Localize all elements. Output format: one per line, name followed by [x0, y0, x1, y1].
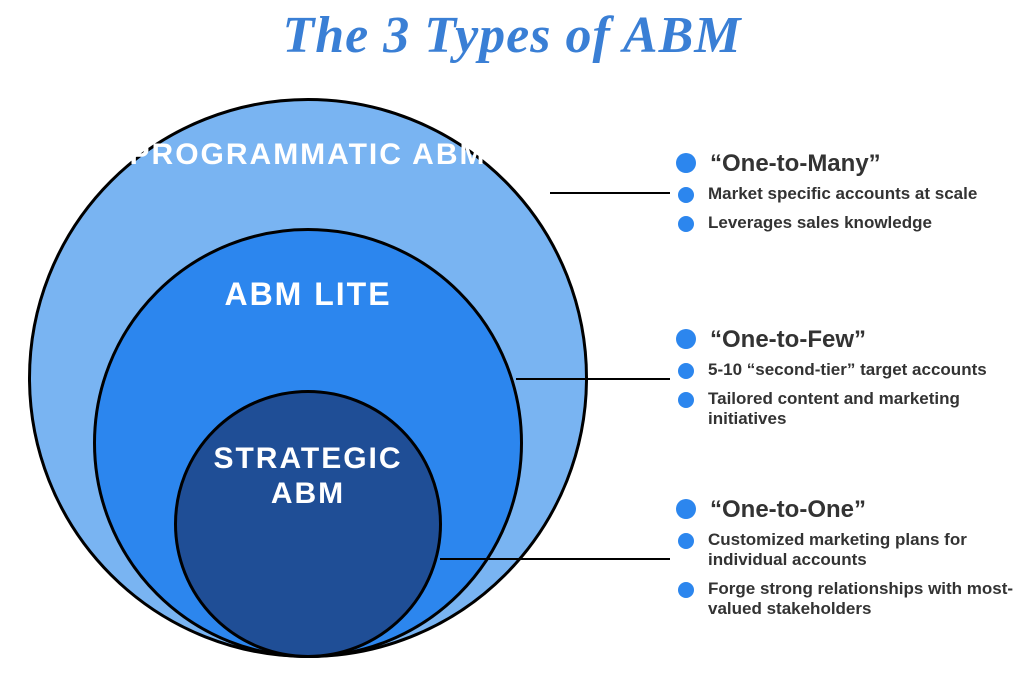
bullet-dot-icon [678, 187, 694, 203]
leader-line-outer [550, 192, 670, 194]
bullet-dot-icon [676, 153, 696, 173]
callout-heading-row: “One-to-Few” [676, 326, 1016, 354]
callout-bullet-row: Leverages sales knowledge [676, 213, 1016, 233]
circle-label-middle: ABM LITE [93, 276, 523, 313]
bullet-dot-icon [678, 533, 694, 549]
bullet-dot-icon [678, 582, 694, 598]
callout-bullet-text: 5-10 “second-tier” target accounts [708, 360, 987, 380]
bullet-dot-icon [676, 329, 696, 349]
callout-bullet-text: Customized marketing plans for individua… [708, 530, 1016, 569]
leader-line-middle [516, 378, 670, 380]
callout-middle: “One-to-Few” 5-10 “second-tier” target ac… [676, 326, 1016, 439]
callout-bullet-text: Market specific accounts at scale [708, 184, 977, 204]
callout-heading-text: “One-to-Few” [710, 326, 866, 354]
page-title: The 3 Types of ABM [0, 6, 1024, 65]
callout-bullet-text: Forge strong relationships with most-val… [708, 579, 1016, 618]
bullet-dot-icon [678, 363, 694, 379]
callout-heading-text: “One-to-One” [710, 496, 866, 524]
callout-bullet-text: Leverages sales knowledge [708, 213, 932, 233]
leader-line-inner [440, 558, 670, 560]
callout-heading-row: “One-to-Many” [676, 150, 1016, 178]
callout-inner: “One-to-One” Customized marketing plans f… [676, 496, 1016, 628]
circle-label-outer: PROGRAMMATIC ABM [28, 138, 588, 173]
circle-label-inner: STRATEGICABM [174, 442, 442, 511]
bullet-dot-icon [676, 499, 696, 519]
callout-bullet-row: Tailored content and marketing initiativ… [676, 389, 1016, 428]
callout-bullet-row: Customized marketing plans for individua… [676, 530, 1016, 569]
callout-bullet-text: Tailored content and marketing initiativ… [708, 389, 1016, 428]
callout-bullet-row: Market specific accounts at scale [676, 184, 1016, 204]
callout-heading-text: “One-to-Many” [710, 150, 881, 178]
bullet-dot-icon [678, 392, 694, 408]
callout-heading-row: “One-to-One” [676, 496, 1016, 524]
callout-bullet-row: 5-10 “second-tier” target accounts [676, 360, 1016, 380]
bullet-dot-icon [678, 216, 694, 232]
callout-outer: “One-to-Many” Market specific accounts at… [676, 150, 1016, 243]
page-title-text: The 3 Types of ABM [283, 7, 742, 64]
callout-bullet-row: Forge strong relationships with most-val… [676, 579, 1016, 618]
infographic-canvas: { "title": { "text": "The 3 Types of ABM… [0, 0, 1024, 683]
circle-inner [174, 390, 442, 658]
